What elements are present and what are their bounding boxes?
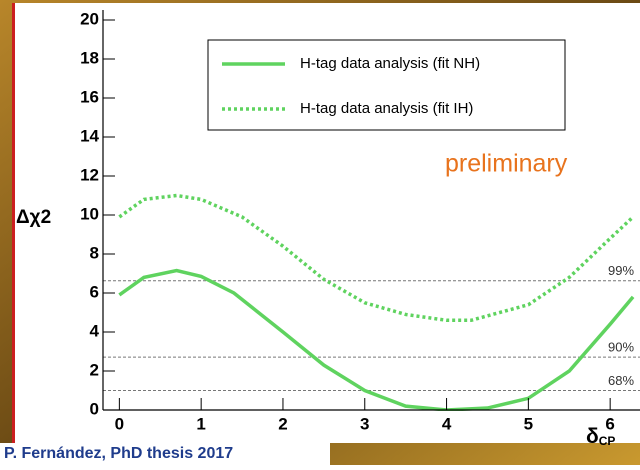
x-tick-label: 2 xyxy=(278,414,287,433)
y-tick-label: 4 xyxy=(90,321,100,340)
y-axis-label: Δχ2 xyxy=(16,207,51,228)
legend xyxy=(207,39,566,131)
x-tick-label: 1 xyxy=(196,414,205,433)
y-tick-label: 14 xyxy=(80,126,99,145)
legend-label: H-tag data analysis (fit IH) xyxy=(300,100,473,117)
y-tick-label: 16 xyxy=(80,87,99,106)
y-tick-label: 12 xyxy=(80,165,99,184)
credit-background xyxy=(0,443,330,465)
reference-label: 90% xyxy=(608,340,634,355)
x-tick-label: 3 xyxy=(360,414,369,433)
y-tick-label: 6 xyxy=(90,282,99,301)
reference-label: 99% xyxy=(608,263,634,278)
x-tick-label: 5 xyxy=(524,414,533,433)
y-tick-label: 18 xyxy=(80,48,99,67)
legend-label: H-tag data analysis (fit NH) xyxy=(300,55,480,72)
series-line xyxy=(118,193,635,323)
y-tick-label: 20 xyxy=(80,9,99,28)
y-tick-label: 0 xyxy=(90,399,99,418)
reference-label: 68% xyxy=(608,373,634,388)
plot-area xyxy=(103,193,640,411)
credit: P. Fernández, PhD thesis 2017 xyxy=(4,445,233,462)
legend-entries: H-tag data analysis (fit NH) H-tag data a… xyxy=(222,55,480,117)
x-axis-label: δCP xyxy=(586,425,615,449)
annotation: preliminary xyxy=(445,150,568,178)
y-tick-label: 10 xyxy=(80,204,99,223)
x-tick-label: 6 xyxy=(605,414,614,433)
y-tick-label: 8 xyxy=(90,243,99,262)
series-line xyxy=(118,268,635,411)
y-tick-label: 2 xyxy=(90,360,99,379)
x-tick-label: 0 xyxy=(115,414,124,433)
x-tick-label: 4 xyxy=(442,414,452,433)
